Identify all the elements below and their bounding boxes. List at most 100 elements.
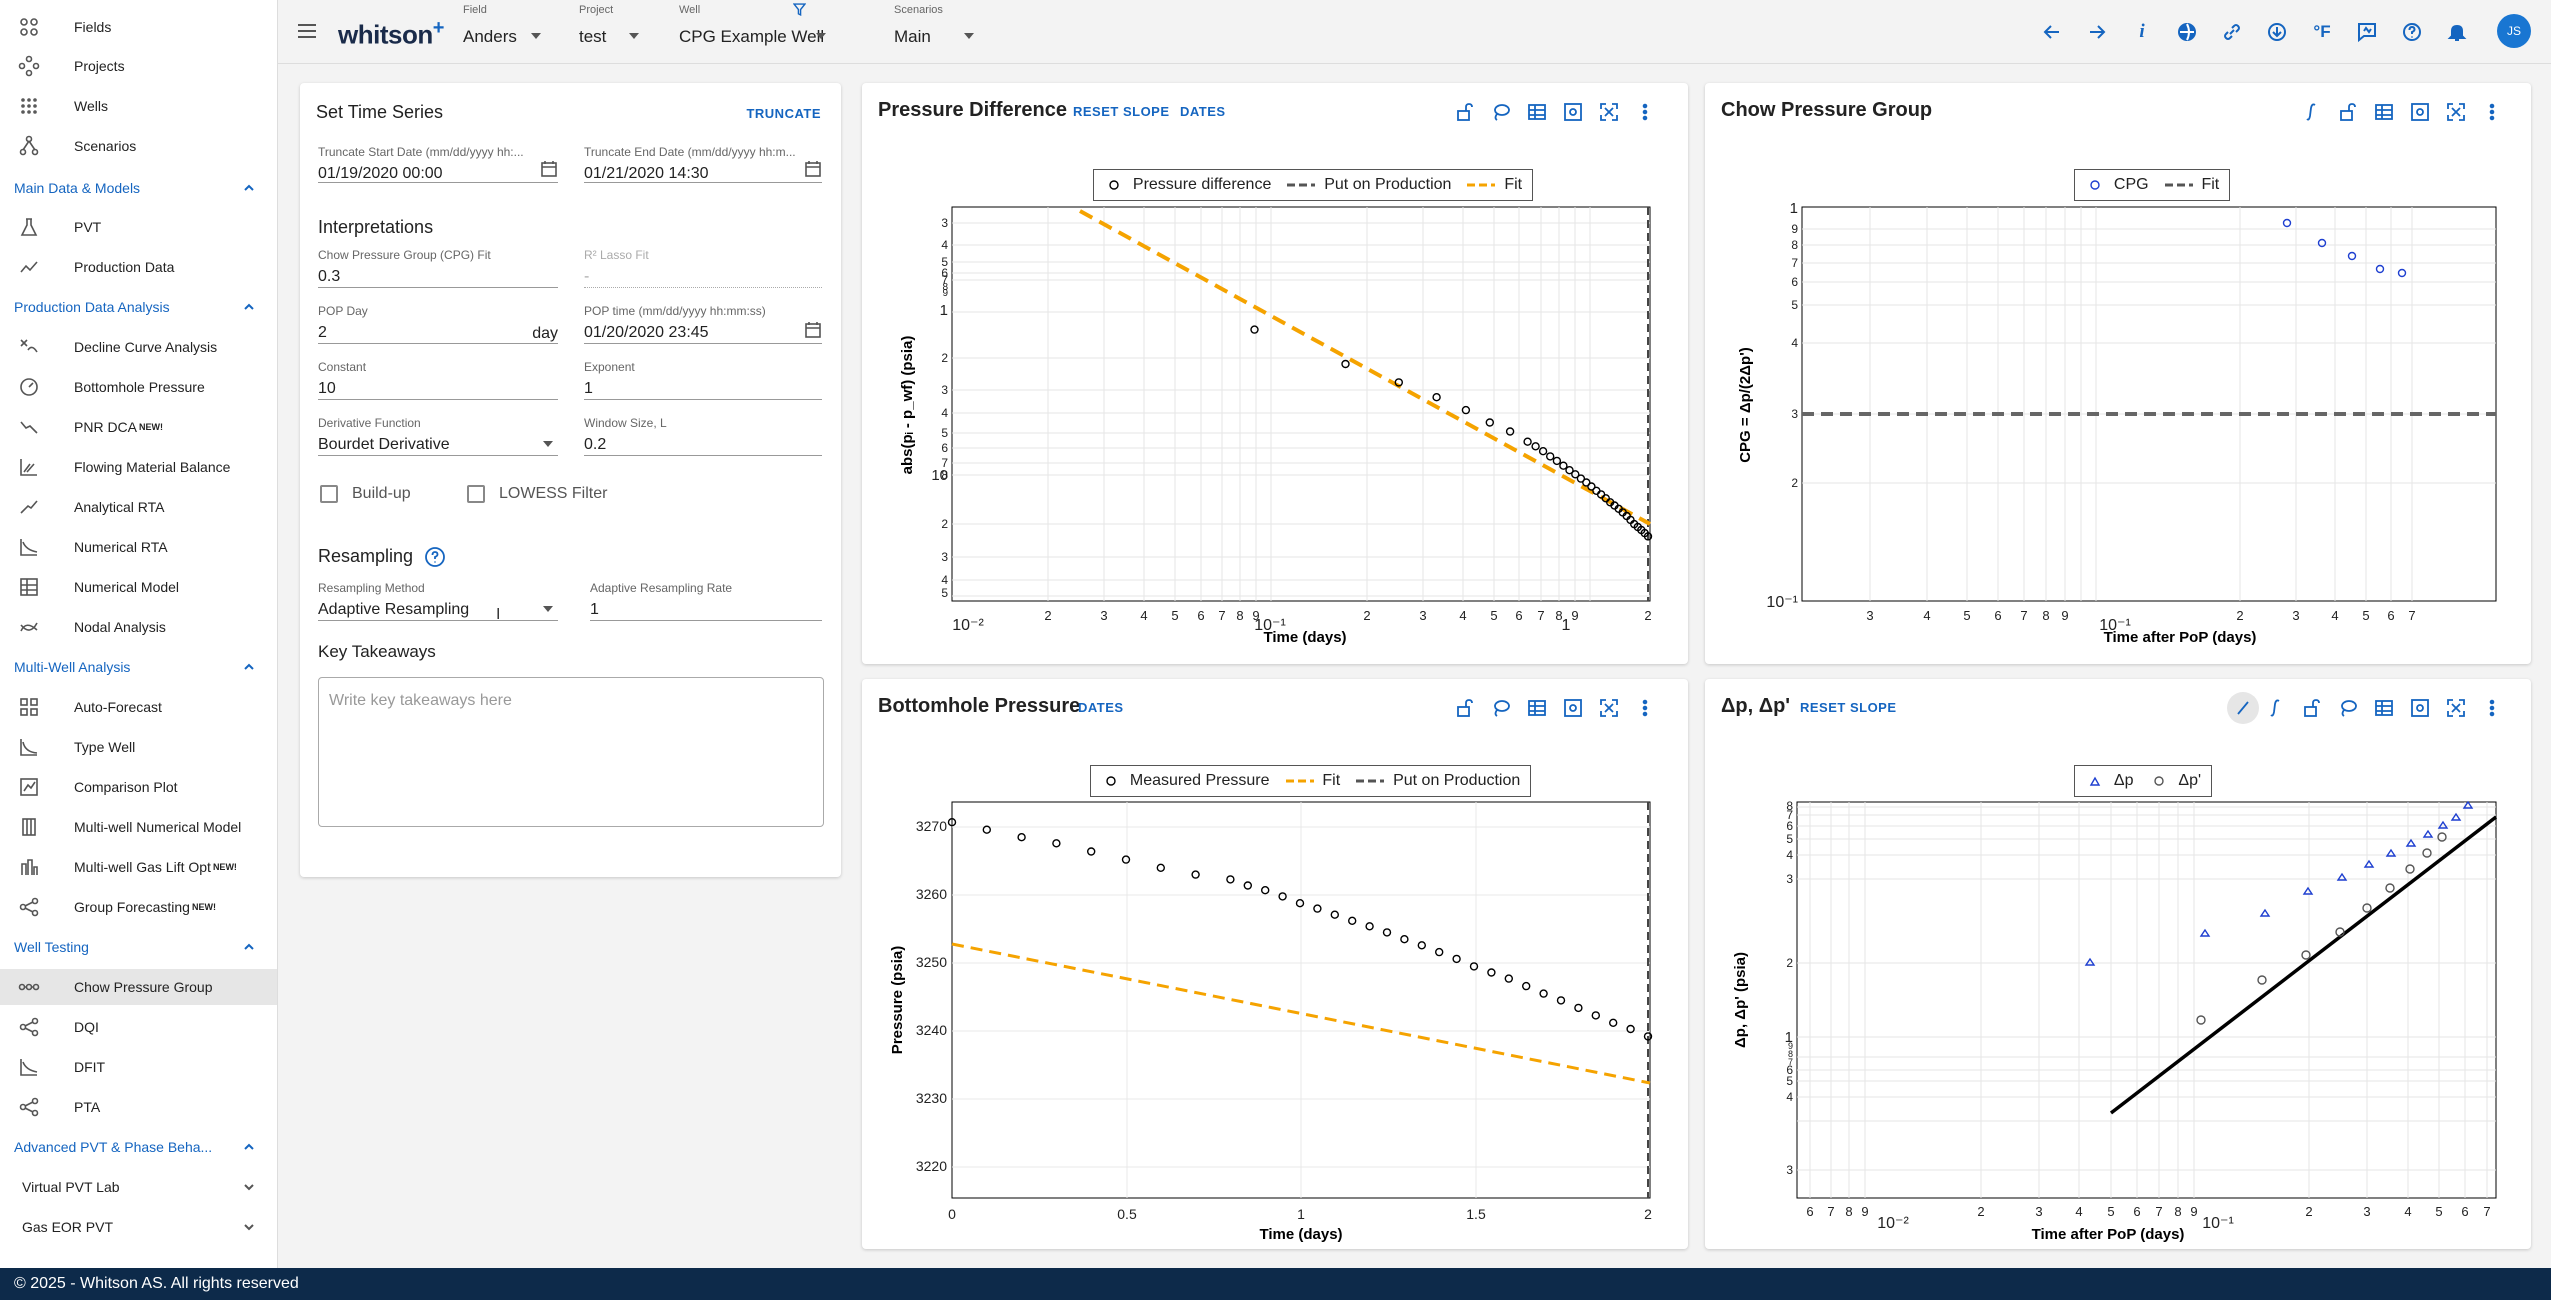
- lock-open-icon[interactable]: [1452, 695, 1478, 721]
- sidebar-item-gas-lift-opt[interactable]: Multi-well Gas Lift Opt NEW!: [0, 849, 277, 885]
- autoscale-icon[interactable]: [1560, 99, 1586, 125]
- key-takeaways-textarea[interactable]: Write key takeaways here: [318, 677, 824, 827]
- dates-button[interactable]: DATES: [1078, 700, 1124, 715]
- sidebar-item-numerical-rta[interactable]: Numerical RTA: [0, 529, 277, 565]
- autoscale-icon[interactable]: [2407, 99, 2433, 125]
- autoscale-icon[interactable]: [1560, 695, 1586, 721]
- sidebar-item-auto-forecast[interactable]: Auto-Forecast: [0, 689, 277, 725]
- download-icon[interactable]: [2263, 18, 2291, 46]
- more-vert-icon[interactable]: [1632, 695, 1658, 721]
- hamburger-menu-icon[interactable]: [294, 18, 320, 44]
- sidebar-item-wells[interactable]: Wells: [0, 88, 277, 124]
- lasso-icon[interactable]: [2335, 695, 2361, 721]
- pop-time-field[interactable]: POP time (mm/dd/yyyy hh:mm:ss) 01/20/202…: [584, 304, 822, 344]
- resampling-method-select[interactable]: Resampling Method Adaptive Resampling: [318, 581, 558, 621]
- fullscreen-icon[interactable]: [1596, 695, 1622, 721]
- section-multi-well-analysis[interactable]: Multi-Well Analysis: [0, 650, 277, 684]
- help-icon[interactable]: [424, 546, 446, 568]
- sidebar-item-fields[interactable]: Fields: [0, 9, 277, 45]
- slope-line-icon[interactable]: [2227, 692, 2259, 724]
- temperature-unit-icon[interactable]: °F: [2313, 22, 2331, 41]
- link-icon[interactable]: [2218, 18, 2246, 46]
- sidebar-item-pvt[interactable]: PVT: [0, 209, 277, 245]
- legend-item[interactable]: Δp: [2085, 772, 2133, 790]
- whitson-logo[interactable]: whitson+: [338, 17, 444, 51]
- sidebar-item-group-forecasting[interactable]: Group Forecasting NEW!: [0, 889, 277, 925]
- more-vert-icon[interactable]: [1632, 99, 1658, 125]
- lowess-filter-checkbox[interactable]: LOWESS Filter: [467, 485, 607, 503]
- truncate-button[interactable]: TRUNCATE: [746, 106, 821, 121]
- globe-icon[interactable]: [2173, 18, 2201, 46]
- table-icon[interactable]: [2371, 99, 2397, 125]
- legend-item[interactable]: Fit: [1467, 176, 1522, 194]
- constant-field[interactable]: Constant 10: [318, 360, 558, 400]
- sidebar-item-analytical-rta[interactable]: Analytical RTA: [0, 489, 277, 525]
- sidebar-item-type-well[interactable]: Type Well: [0, 729, 277, 765]
- window-size-field[interactable]: Window Size, L 0.2: [584, 416, 822, 456]
- truncate-end-date-field[interactable]: Truncate End Date (mm/dd/yyyy hh:m... 01…: [584, 145, 822, 183]
- fullscreen-icon[interactable]: [2443, 695, 2469, 721]
- notifications-icon[interactable]: [2443, 18, 2471, 46]
- sidebar-item-nodal-analysis[interactable]: Nodal Analysis: [0, 609, 277, 645]
- scenarios-select[interactable]: Scenarios Main: [894, 0, 984, 64]
- section-well-testing[interactable]: Well Testing: [0, 930, 277, 964]
- calendar-icon[interactable]: [804, 321, 822, 339]
- legend-item[interactable]: Δp': [2149, 772, 2201, 790]
- more-vert-icon[interactable]: [2479, 695, 2505, 721]
- help-icon[interactable]: [2398, 18, 2426, 46]
- truncate-start-date-field[interactable]: Truncate Start Date (mm/dd/yyyy hh:... 0…: [318, 145, 558, 183]
- sidebar-item-multi-well-numerical-model[interactable]: Multi-well Numerical Model: [0, 809, 277, 845]
- section-advanced-pvt[interactable]: Advanced PVT & Phase Beha...: [0, 1130, 277, 1164]
- table-icon[interactable]: [2371, 695, 2397, 721]
- autoscale-icon[interactable]: [2407, 695, 2433, 721]
- legend-item[interactable]: CPG: [2085, 176, 2149, 194]
- derivative-function-select[interactable]: Derivative Function Bourdet Derivative: [318, 416, 558, 456]
- sidebar-item-projects[interactable]: Projects: [0, 48, 277, 84]
- table-icon[interactable]: [1524, 99, 1550, 125]
- sidebar-item-scenarios[interactable]: Scenarios: [0, 128, 277, 164]
- sidebar-item-comparison-plot[interactable]: Comparison Plot: [0, 769, 277, 805]
- field-select[interactable]: Field Anders: [463, 0, 543, 64]
- arrow-back-icon[interactable]: [2038, 18, 2066, 46]
- cpg-fit-field[interactable]: Chow Pressure Group (CPG) Fit 0.3: [318, 248, 558, 288]
- integral-icon[interactable]: [2299, 99, 2325, 125]
- more-vert-icon[interactable]: [2479, 99, 2505, 125]
- sidebar-item-chow-pressure-group[interactable]: Chow Pressure Group: [0, 969, 277, 1005]
- sidebar-item-bottomhole-pressure[interactable]: Bottomhole Pressure: [0, 369, 277, 405]
- integral-icon[interactable]: [2263, 695, 2289, 721]
- fullscreen-icon[interactable]: [2443, 99, 2469, 125]
- info-icon[interactable]: i: [2139, 21, 2145, 42]
- section-gas-eor-pvt[interactable]: Gas EOR PVT: [0, 1210, 277, 1244]
- lock-open-icon[interactable]: [2335, 99, 2361, 125]
- reset-slope-button[interactable]: RESET SLOPE: [1073, 104, 1170, 119]
- sidebar-item-dfit[interactable]: DFIT: [0, 1049, 277, 1085]
- exponent-field[interactable]: Exponent 1: [584, 360, 822, 400]
- lock-open-icon[interactable]: [2299, 695, 2325, 721]
- legend-item[interactable]: Fit: [1285, 772, 1340, 790]
- lasso-icon[interactable]: [1488, 695, 1514, 721]
- sidebar-item-dqi[interactable]: DQI: [0, 1009, 277, 1045]
- user-avatar[interactable]: JS: [2497, 14, 2531, 48]
- buildup-checkbox[interactable]: Build-up: [320, 485, 411, 503]
- well-select[interactable]: Well CPG Example Well: [679, 0, 849, 64]
- reset-slope-button[interactable]: RESET SLOPE: [1800, 700, 1897, 715]
- sidebar-item-production-data[interactable]: Production Data: [0, 249, 277, 285]
- adaptive-resampling-rate-field[interactable]: Adaptive Resampling Rate 1: [590, 581, 822, 621]
- section-production-data-analysis[interactable]: Production Data Analysis: [0, 290, 277, 324]
- table-icon[interactable]: [1524, 695, 1550, 721]
- legend-item[interactable]: Pressure difference: [1104, 176, 1271, 194]
- lasso-icon[interactable]: [1488, 99, 1514, 125]
- calendar-icon[interactable]: [540, 160, 558, 178]
- legend-item[interactable]: Put on Production: [1287, 176, 1451, 194]
- fullscreen-icon[interactable]: [1596, 99, 1622, 125]
- sidebar-item-fmb[interactable]: Flowing Material Balance: [0, 449, 277, 485]
- dates-button[interactable]: DATES: [1180, 104, 1226, 119]
- sidebar-item-pta[interactable]: PTA: [0, 1089, 277, 1125]
- section-virtual-pvt-lab[interactable]: Virtual PVT Lab: [0, 1170, 277, 1204]
- checkbox-box[interactable]: [467, 485, 485, 503]
- sidebar-item-dca[interactable]: Decline Curve Analysis: [0, 329, 277, 365]
- project-select[interactable]: Project test: [579, 0, 639, 64]
- legend-item[interactable]: Measured Pressure: [1101, 772, 1270, 790]
- arrow-forward-icon[interactable]: [2083, 18, 2111, 46]
- sidebar-item-numerical-model[interactable]: Numerical Model: [0, 569, 277, 605]
